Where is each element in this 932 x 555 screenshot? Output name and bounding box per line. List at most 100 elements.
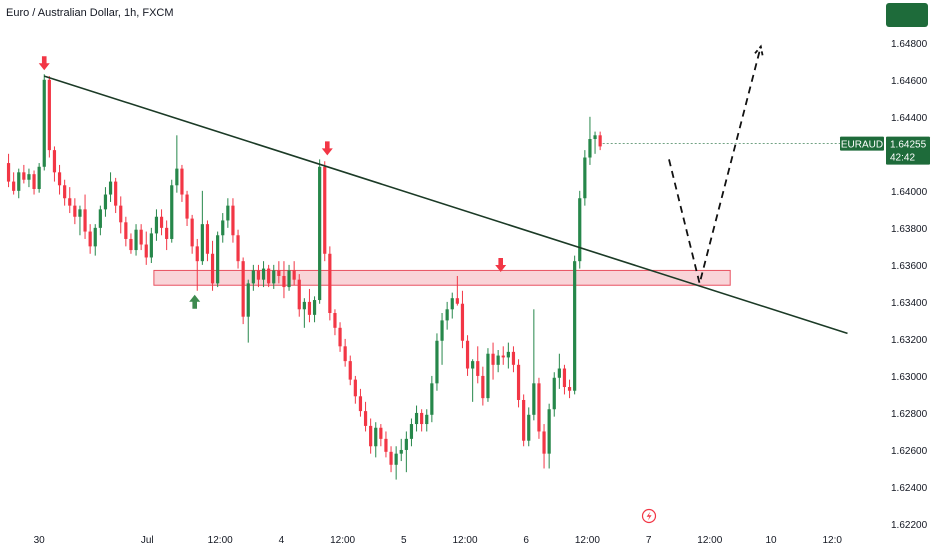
candle[interactable]: [583, 150, 587, 206]
support-zone[interactable]: [153, 269, 731, 286]
candle[interactable]: [292, 261, 296, 286]
candle[interactable]: [430, 375, 434, 423]
candle[interactable]: [537, 377, 541, 439]
candle[interactable]: [210, 240, 215, 291]
price-tag[interactable]: [886, 136, 930, 165]
candle[interactable]: [231, 198, 235, 243]
candle[interactable]: [328, 246, 332, 321]
candle[interactable]: [450, 292, 454, 319]
candle[interactable]: [527, 407, 531, 447]
candle[interactable]: [552, 372, 556, 417]
top-right-button[interactable]: [886, 3, 928, 27]
candle[interactable]: [114, 177, 118, 214]
candle[interactable]: [6, 153, 11, 188]
candle[interactable]: [394, 446, 398, 480]
candle[interactable]: [236, 229, 240, 269]
candle[interactable]: [312, 296, 317, 323]
candle[interactable]: [287, 264, 291, 291]
candle[interactable]: [32, 170, 36, 195]
candle[interactable]: [272, 264, 276, 289]
candle[interactable]: [522, 394, 526, 447]
candle[interactable]: [190, 214, 194, 254]
candle[interactable]: [52, 146, 57, 182]
candle[interactable]: [404, 431, 408, 473]
candle[interactable]: [369, 418, 373, 454]
candle[interactable]: [476, 346, 480, 384]
candle[interactable]: [399, 438, 403, 462]
candle[interactable]: [277, 261, 281, 284]
candle[interactable]: [379, 424, 383, 447]
candle[interactable]: [445, 301, 449, 330]
candle[interactable]: [455, 275, 459, 306]
candle[interactable]: [420, 409, 424, 432]
candle[interactable]: [267, 264, 271, 288]
candle[interactable]: [282, 261, 286, 299]
candle[interactable]: [389, 446, 393, 473]
candle[interactable]: [338, 322, 342, 352]
candle[interactable]: [119, 196, 123, 234]
candle[interactable]: [63, 179, 67, 206]
candle[interactable]: [251, 264, 255, 291]
candle[interactable]: [195, 238, 199, 291]
candle[interactable]: [374, 422, 378, 458]
candle[interactable]: [154, 209, 159, 241]
candle[interactable]: [409, 418, 414, 447]
candle[interactable]: [22, 164, 26, 184]
candle[interactable]: [358, 388, 363, 417]
candle[interactable]: [547, 403, 551, 469]
candle[interactable]: [297, 274, 301, 317]
candle[interactable]: [588, 116, 592, 165]
candle[interactable]: [139, 224, 143, 251]
candle[interactable]: [506, 342, 510, 369]
candle[interactable]: [435, 333, 439, 391]
candle[interactable]: [98, 205, 102, 236]
candle[interactable]: [165, 220, 169, 251]
trendline[interactable]: [44, 75, 848, 335]
candle[interactable]: [593, 131, 597, 154]
candle[interactable]: [491, 342, 495, 380]
candle[interactable]: [573, 255, 577, 395]
candle[interactable]: [27, 168, 31, 188]
candle[interactable]: [353, 375, 357, 404]
candle[interactable]: [149, 227, 153, 264]
symbol-tag[interactable]: [840, 136, 884, 151]
candle[interactable]: [567, 379, 572, 399]
candle[interactable]: [78, 205, 82, 236]
candle[interactable]: [323, 161, 327, 262]
candle[interactable]: [302, 298, 306, 328]
candle[interactable]: [246, 279, 250, 343]
candle[interactable]: [363, 401, 368, 432]
candle[interactable]: [200, 190, 204, 265]
candle[interactable]: [103, 187, 108, 217]
candle[interactable]: [460, 290, 465, 349]
candle[interactable]: [578, 190, 582, 269]
candle[interactable]: [170, 179, 174, 243]
candle[interactable]: [414, 405, 419, 432]
candle[interactable]: [516, 359, 521, 408]
candle[interactable]: [486, 348, 490, 402]
candle[interactable]: [47, 76, 51, 158]
candle[interactable]: [241, 257, 245, 325]
candle[interactable]: [348, 355, 352, 386]
candle[interactable]: [501, 346, 505, 365]
candle[interactable]: [12, 172, 16, 195]
flash-icon[interactable]: [641, 508, 657, 524]
candle[interactable]: [216, 231, 220, 288]
candle[interactable]: [542, 424, 546, 469]
candle[interactable]: [175, 135, 179, 193]
candle[interactable]: [343, 338, 347, 367]
candle[interactable]: [129, 233, 133, 254]
candle[interactable]: [318, 159, 322, 304]
candle[interactable]: [42, 74, 46, 171]
candle[interactable]: [532, 309, 536, 421]
candle[interactable]: [598, 131, 602, 151]
candle[interactable]: [440, 312, 444, 365]
candle[interactable]: [511, 346, 516, 373]
candle[interactable]: [562, 364, 567, 395]
candle[interactable]: [57, 164, 62, 195]
candle[interactable]: [425, 409, 429, 432]
candle[interactable]: [557, 353, 561, 389]
candle[interactable]: [124, 216, 128, 247]
candle[interactable]: [180, 164, 184, 202]
